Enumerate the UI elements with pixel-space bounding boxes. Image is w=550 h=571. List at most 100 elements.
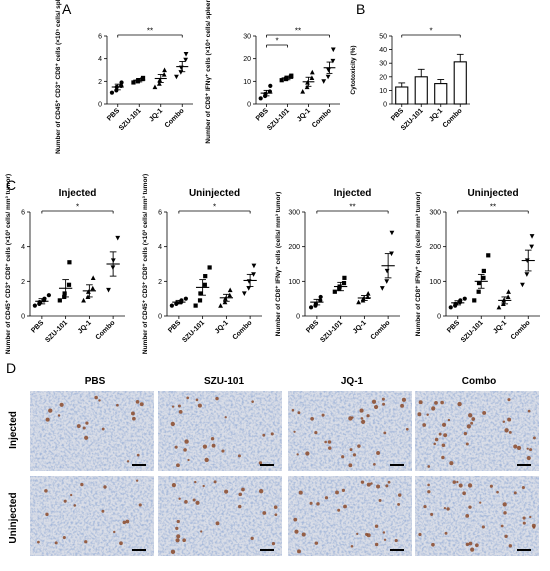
stained-cell [301,532,306,537]
x-tick-label: SZU-101 [44,319,69,344]
ihc-tile-nuclei-texture [288,391,412,471]
y-tick-label: 4 [98,56,102,63]
stained-cell [423,504,427,509]
stained-cell [350,544,354,548]
stained-cell [521,486,525,490]
stained-cell [98,399,101,402]
stained-cell [341,488,346,492]
stained-cell [62,535,66,540]
stained-cell [370,482,373,485]
stained-cell [427,490,431,494]
column-title-combo: Combo [462,376,496,387]
stained-cell [293,517,298,522]
stained-cell [513,491,517,495]
data-point [109,90,115,95]
data-point [198,291,203,296]
ihc-tile-injected-combo [415,391,539,471]
data-point [90,285,96,291]
data-point [325,74,331,80]
stained-cell [466,424,471,429]
stained-cell [470,421,474,425]
stained-cell [373,462,376,466]
stained-cell [175,526,179,531]
ihc-tile-nuclei-texture [288,476,412,556]
stained-cell [356,532,359,535]
stained-cell [373,404,379,410]
data-point [481,268,486,274]
stained-cell [383,431,387,435]
panel-letter-c: C [6,177,16,193]
data-point [309,69,315,75]
stained-cell [357,444,361,448]
stained-cell [215,396,219,401]
column-title-szu101: SZU-101 [204,376,244,387]
stained-cell [213,480,217,484]
stained-cell [434,437,439,442]
scale-bar [260,549,274,551]
data-point [389,251,394,257]
stained-cell [349,448,353,452]
stained-cell [374,524,379,528]
data-point [246,286,252,291]
stained-cell [192,498,196,502]
scale-bar [260,464,274,466]
stained-cell [177,404,181,408]
bar [434,83,448,105]
stained-cell [182,538,186,543]
stained-cell [449,461,454,466]
stained-cell [139,402,144,407]
stained-cell [382,531,386,534]
ihc-tile-uninjected-jq-1 [288,476,412,556]
stained-cell [63,499,67,503]
stained-cell [297,549,301,554]
data-point [341,280,347,286]
data-point [222,296,228,301]
stained-cell [103,485,107,489]
y-tick-label: 2 [98,79,102,86]
stained-cell [101,509,105,513]
x-tick-label: SZU-101 [460,319,485,344]
stained-cell [211,443,216,448]
stained-cell [482,410,487,415]
data-point [529,234,535,239]
significance-label: * [429,27,432,36]
x-tick-label: Combo [95,319,117,341]
stained-cell [441,422,447,427]
data-point [197,298,203,303]
stained-cell [417,412,422,417]
stained-cell [468,505,472,509]
scale-bar [390,464,404,466]
stained-cell [122,520,127,525]
y-tick-label: 4 [21,244,25,251]
panel-letter-a: A [62,1,72,17]
ihc-tile-uninjected-szu-101 [158,476,282,556]
stained-cell [502,420,506,423]
ihc-tile-nuclei-texture [415,476,539,556]
data-point [131,80,136,85]
data-point [193,303,198,308]
stained-cell [316,502,320,506]
stained-cell [174,445,178,449]
scale-bar [517,549,531,551]
stained-cell [215,521,220,526]
data-point [119,80,124,85]
data-point [183,57,189,63]
stained-cell [468,413,473,418]
y-tick-label: 6 [21,210,25,217]
stained-cell [503,511,507,515]
y-tick-label: 100 [429,279,441,286]
y-tick-label: 50 [379,34,387,41]
stained-cell [237,454,241,458]
stained-cell [251,400,254,403]
stained-cell [427,483,430,487]
data-point [46,293,51,298]
stained-cell [359,408,364,413]
scale-bar [132,464,146,466]
stained-cell [431,542,435,547]
stained-cell [184,500,188,504]
stained-cell [82,426,86,430]
stained-cell [210,437,215,441]
stained-cell [187,458,190,462]
stained-cell [532,436,536,440]
